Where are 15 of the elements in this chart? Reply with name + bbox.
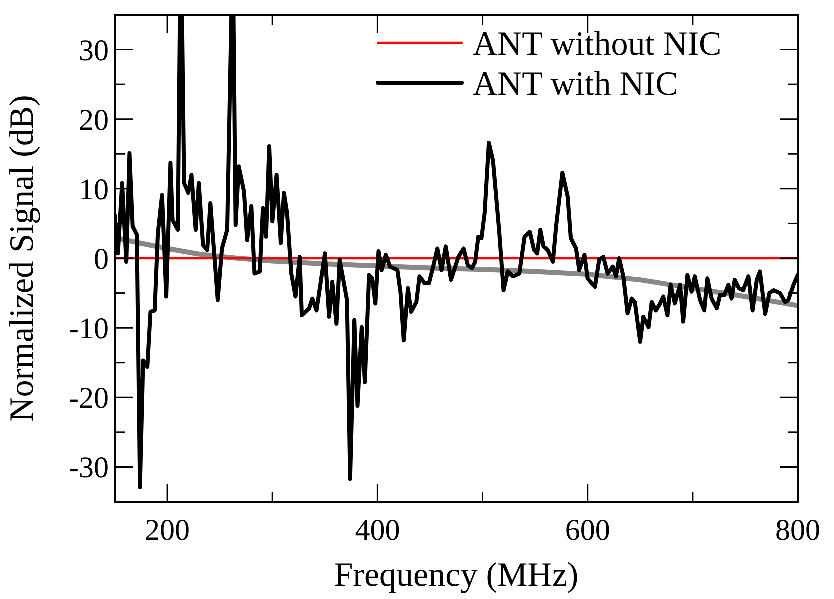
x-tick-label: 200 <box>145 514 190 547</box>
x-tick-label: 800 <box>776 514 820 547</box>
y-tick-label: -20 <box>69 382 109 416</box>
legend-label: ANT without NIC <box>473 26 722 63</box>
y-tick-label: -10 <box>69 312 109 346</box>
y-axis-title: Normalized Signal (dB) <box>4 95 41 422</box>
x-tick-label: 600 <box>565 514 610 547</box>
y-tick-label: 0 <box>94 243 109 276</box>
x-tick-label: 400 <box>355 514 400 547</box>
y-tick-label: -30 <box>69 452 109 485</box>
x-axis-title: Frequency (MHz) <box>334 557 579 594</box>
legend-label: ANT with NIC <box>473 66 678 103</box>
y-tick-label: 20 <box>79 104 109 137</box>
y-tick-label: 10 <box>79 173 109 206</box>
y-tick-label: 30 <box>79 34 109 68</box>
